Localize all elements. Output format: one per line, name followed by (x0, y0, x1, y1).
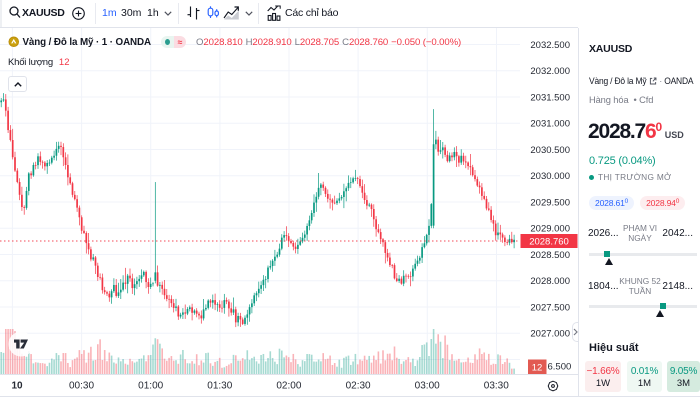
svg-text:02:30: 02:30 (346, 381, 371, 392)
svg-text:2030.500: 2030.500 (530, 145, 570, 156)
svg-text:2031.000: 2031.000 (530, 119, 570, 130)
svg-text:2032.000: 2032.000 (530, 66, 570, 77)
svg-text:2032.500: 2032.500 (530, 40, 570, 51)
svg-text:2028.000: 2028.000 (530, 276, 570, 287)
svg-text:2027.500: 2027.500 (530, 302, 570, 313)
svg-text:2029.500: 2029.500 (530, 197, 570, 208)
svg-text:03:00: 03:00 (415, 381, 440, 392)
svg-text:6.500: 6.500 (548, 362, 572, 373)
svg-text:2029.000: 2029.000 (530, 224, 570, 235)
svg-text:01:00: 01:00 (138, 381, 163, 392)
svg-text:2028.760: 2028.760 (529, 237, 569, 248)
svg-text:12: 12 (532, 362, 543, 373)
svg-text:01:30: 01:30 (207, 381, 232, 392)
svg-text:2030.000: 2030.000 (530, 171, 570, 182)
svg-text:2031.500: 2031.500 (530, 92, 570, 103)
svg-text:02:00: 02:00 (276, 381, 301, 392)
svg-text:2028.500: 2028.500 (530, 250, 570, 261)
svg-text:00:30: 00:30 (69, 381, 94, 392)
svg-text:10: 10 (11, 381, 23, 392)
svg-text:2027.000: 2027.000 (530, 329, 570, 340)
svg-text:03:30: 03:30 (484, 381, 509, 392)
